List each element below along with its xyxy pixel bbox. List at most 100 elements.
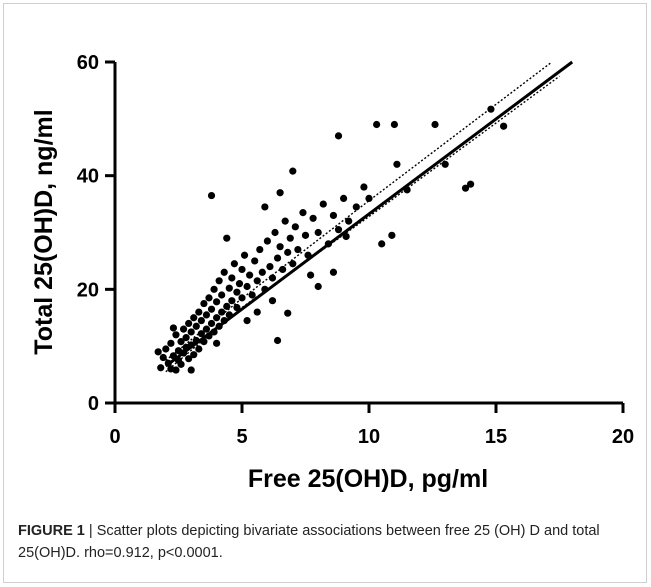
data-point (157, 364, 165, 372)
fit-line (164, 60, 574, 368)
data-point (210, 285, 218, 293)
data-point (225, 284, 233, 292)
data-point (276, 243, 284, 251)
data-point (461, 184, 470, 192)
data-point (289, 167, 297, 175)
y-tick-label: 40 (77, 166, 99, 188)
data-point (169, 324, 178, 332)
data-point (253, 308, 261, 316)
data-point (218, 291, 226, 299)
data-point (177, 360, 185, 368)
figure-caption: FIGURE 1 | Scatter plots depicting bivar… (18, 520, 633, 564)
data-point (159, 353, 167, 362)
data-point (314, 282, 322, 291)
data-point (284, 309, 292, 317)
data-point (182, 334, 190, 342)
data-point (243, 282, 251, 291)
data-point (256, 245, 264, 254)
data-point (185, 319, 193, 328)
data-point (286, 234, 294, 242)
regression-line (164, 60, 574, 368)
data-point (334, 226, 343, 234)
data-point (441, 160, 449, 168)
data-point (213, 314, 221, 322)
data-point (185, 355, 193, 363)
data-point (154, 348, 162, 356)
y-tick-label: 60 (77, 52, 99, 74)
data-point (228, 297, 236, 305)
caption-text: | Scatter plots depicting bivariate asso… (18, 523, 600, 561)
data-point (281, 217, 289, 225)
data-point (487, 105, 495, 113)
data-point (378, 240, 386, 248)
data-point (172, 331, 180, 339)
data-point (215, 277, 223, 285)
data-point (192, 322, 200, 330)
x-axis-title: Free 25(OH)D, pg/ml (248, 465, 488, 493)
data-point (309, 214, 317, 222)
x-tick-label: 20 (612, 426, 634, 448)
data-point (268, 297, 277, 305)
data-point (179, 325, 188, 333)
caption-lead: FIGURE 1 (18, 523, 85, 539)
data-point (213, 339, 221, 347)
data-point (276, 189, 284, 197)
data-point (365, 194, 373, 202)
data-point (340, 194, 348, 202)
data-point (197, 330, 205, 338)
data-point (467, 180, 475, 188)
data-point (200, 299, 208, 308)
data-point (190, 314, 198, 322)
scatter-chart: 0 5 10 15 20 0 20 40 60 Free 25(OH)D, pg/ml Tota… (30, 52, 634, 493)
data-point (197, 316, 205, 325)
x-tick-label: 15 (485, 426, 507, 448)
data-point (271, 228, 279, 237)
data-point (279, 265, 287, 274)
data-point (195, 308, 203, 316)
confidence-bands (165, 61, 560, 373)
data-point (218, 308, 226, 316)
data-point (162, 345, 170, 353)
data-point (342, 232, 350, 241)
data-point (258, 268, 266, 276)
data-point (228, 274, 236, 282)
data-point (240, 251, 249, 259)
data-point (390, 120, 398, 129)
data-point (345, 217, 353, 225)
x-tick-label: 10 (358, 426, 380, 448)
data-point (238, 265, 246, 274)
data-point (220, 268, 228, 276)
y-tick-label: 20 (77, 279, 99, 301)
ci-lower-line (165, 75, 560, 373)
data-point (393, 160, 401, 168)
data-point (205, 294, 213, 302)
data-point (233, 288, 241, 296)
data-point (207, 319, 216, 328)
data-point (223, 234, 231, 242)
data-point (431, 120, 439, 129)
data-point (187, 328, 195, 336)
data-point (314, 228, 322, 237)
data-point (248, 291, 256, 299)
data-point (273, 254, 282, 262)
data-point (223, 302, 231, 310)
data-point (253, 277, 261, 285)
data-point (329, 268, 338, 276)
data-point (289, 260, 297, 268)
data-point (299, 209, 307, 217)
data-point (202, 311, 211, 319)
data-point (284, 248, 292, 256)
data-point (500, 122, 508, 130)
data-point (373, 120, 381, 129)
data-point (207, 191, 216, 200)
data-point (187, 366, 195, 374)
data-point (195, 345, 203, 353)
data-point (301, 231, 310, 239)
data-point (167, 339, 175, 347)
data-point (319, 200, 327, 208)
y-tick-label: 0 (88, 393, 99, 415)
data-point (266, 263, 274, 271)
ci-upper-line (165, 61, 553, 361)
data-point (261, 203, 269, 211)
data-point (263, 237, 271, 245)
